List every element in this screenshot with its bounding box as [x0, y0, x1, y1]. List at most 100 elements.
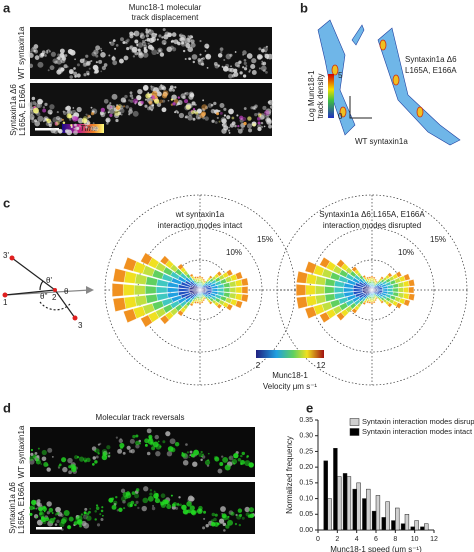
speckle [242, 74, 247, 78]
speckle [70, 124, 73, 127]
speckle [169, 85, 174, 90]
row-label: L165A, E166A [18, 84, 27, 136]
speckle [50, 51, 56, 57]
speckle [33, 49, 36, 52]
row-label: Syntaxin1a Δ6 [8, 482, 17, 534]
speckle [192, 60, 196, 64]
speckle [66, 129, 73, 136]
speckle [179, 37, 185, 43]
speckle [58, 117, 63, 122]
rose-segment [370, 302, 374, 305]
speckle [150, 85, 153, 88]
panel-letter: a [3, 0, 11, 15]
speckle [111, 504, 117, 510]
panel-letter: d [3, 400, 11, 415]
speckle [127, 501, 133, 508]
speckle [156, 52, 159, 55]
speckle [88, 510, 91, 514]
rose-segment [387, 272, 393, 278]
speckle [256, 117, 261, 121]
rose-segment [319, 311, 331, 324]
speckle [131, 46, 138, 53]
speckle [243, 61, 247, 66]
speckle [115, 436, 118, 439]
speckle [137, 506, 140, 510]
rose-segment [315, 285, 325, 295]
speckle [223, 114, 227, 117]
rose-segment [392, 287, 399, 293]
scale-bar [36, 527, 62, 530]
panel-letter: b [300, 0, 308, 15]
x-tick-label: 2 [335, 536, 339, 543]
speckle [73, 130, 78, 135]
speckle [177, 96, 180, 99]
speckle [90, 111, 95, 116]
speckle [222, 522, 227, 527]
rose-segment [392, 291, 399, 297]
speckle [85, 61, 91, 66]
speckle [122, 41, 126, 45]
speckle [114, 47, 117, 50]
speckle [230, 511, 235, 516]
speckle [46, 463, 49, 467]
rose-segment [199, 296, 201, 299]
speckle [240, 462, 243, 466]
rose-segment [370, 275, 374, 278]
bar [391, 520, 396, 531]
scale-label: 0 [338, 112, 343, 121]
speckle [221, 128, 227, 134]
speckle [70, 463, 76, 470]
speckle [91, 463, 95, 466]
speckle [190, 509, 196, 515]
speckle [63, 64, 68, 69]
speckle [61, 118, 64, 121]
speckle [147, 42, 150, 45]
speckle [109, 41, 115, 46]
speckle [40, 463, 43, 465]
speckle [42, 506, 47, 512]
speckle [62, 466, 68, 473]
speckle [103, 98, 109, 104]
y-tick-label: 0.30 [299, 433, 313, 440]
speckle [158, 34, 162, 38]
speckle [202, 108, 206, 112]
speckle [128, 113, 131, 116]
speckle [216, 116, 219, 120]
rose-segment [216, 303, 223, 310]
speckle [218, 120, 221, 123]
rose-segment [194, 276, 197, 279]
speckle [78, 456, 85, 462]
speckle [246, 53, 253, 59]
speckle [94, 460, 98, 464]
speckle [201, 62, 205, 66]
density-shape [377, 27, 461, 146]
rose-segment [203, 280, 207, 283]
speckle [210, 103, 214, 107]
speckle [145, 34, 150, 38]
speckle [151, 90, 158, 97]
rose-segment [375, 280, 378, 283]
speckle [228, 126, 231, 129]
speckle [240, 127, 244, 131]
speckle [201, 453, 205, 456]
speckle [29, 456, 34, 461]
speckle [73, 521, 78, 526]
speckle [30, 499, 37, 506]
speckle [125, 41, 128, 44]
speckle [225, 524, 230, 529]
rose-segment [223, 282, 231, 288]
speckle [88, 67, 91, 70]
speckle [201, 455, 206, 459]
mutant-label: Syntaxin1a Δ6 [405, 55, 457, 64]
speckle [112, 60, 118, 66]
speckle [135, 488, 140, 492]
speckle [204, 106, 209, 110]
speckle [74, 75, 77, 78]
speckle [53, 517, 56, 520]
rose-segment [305, 295, 317, 307]
speckle [262, 61, 267, 66]
speckle [95, 45, 101, 51]
speckle [223, 529, 226, 532]
x-tick-label: 4 [355, 536, 359, 543]
speckle [266, 57, 269, 60]
